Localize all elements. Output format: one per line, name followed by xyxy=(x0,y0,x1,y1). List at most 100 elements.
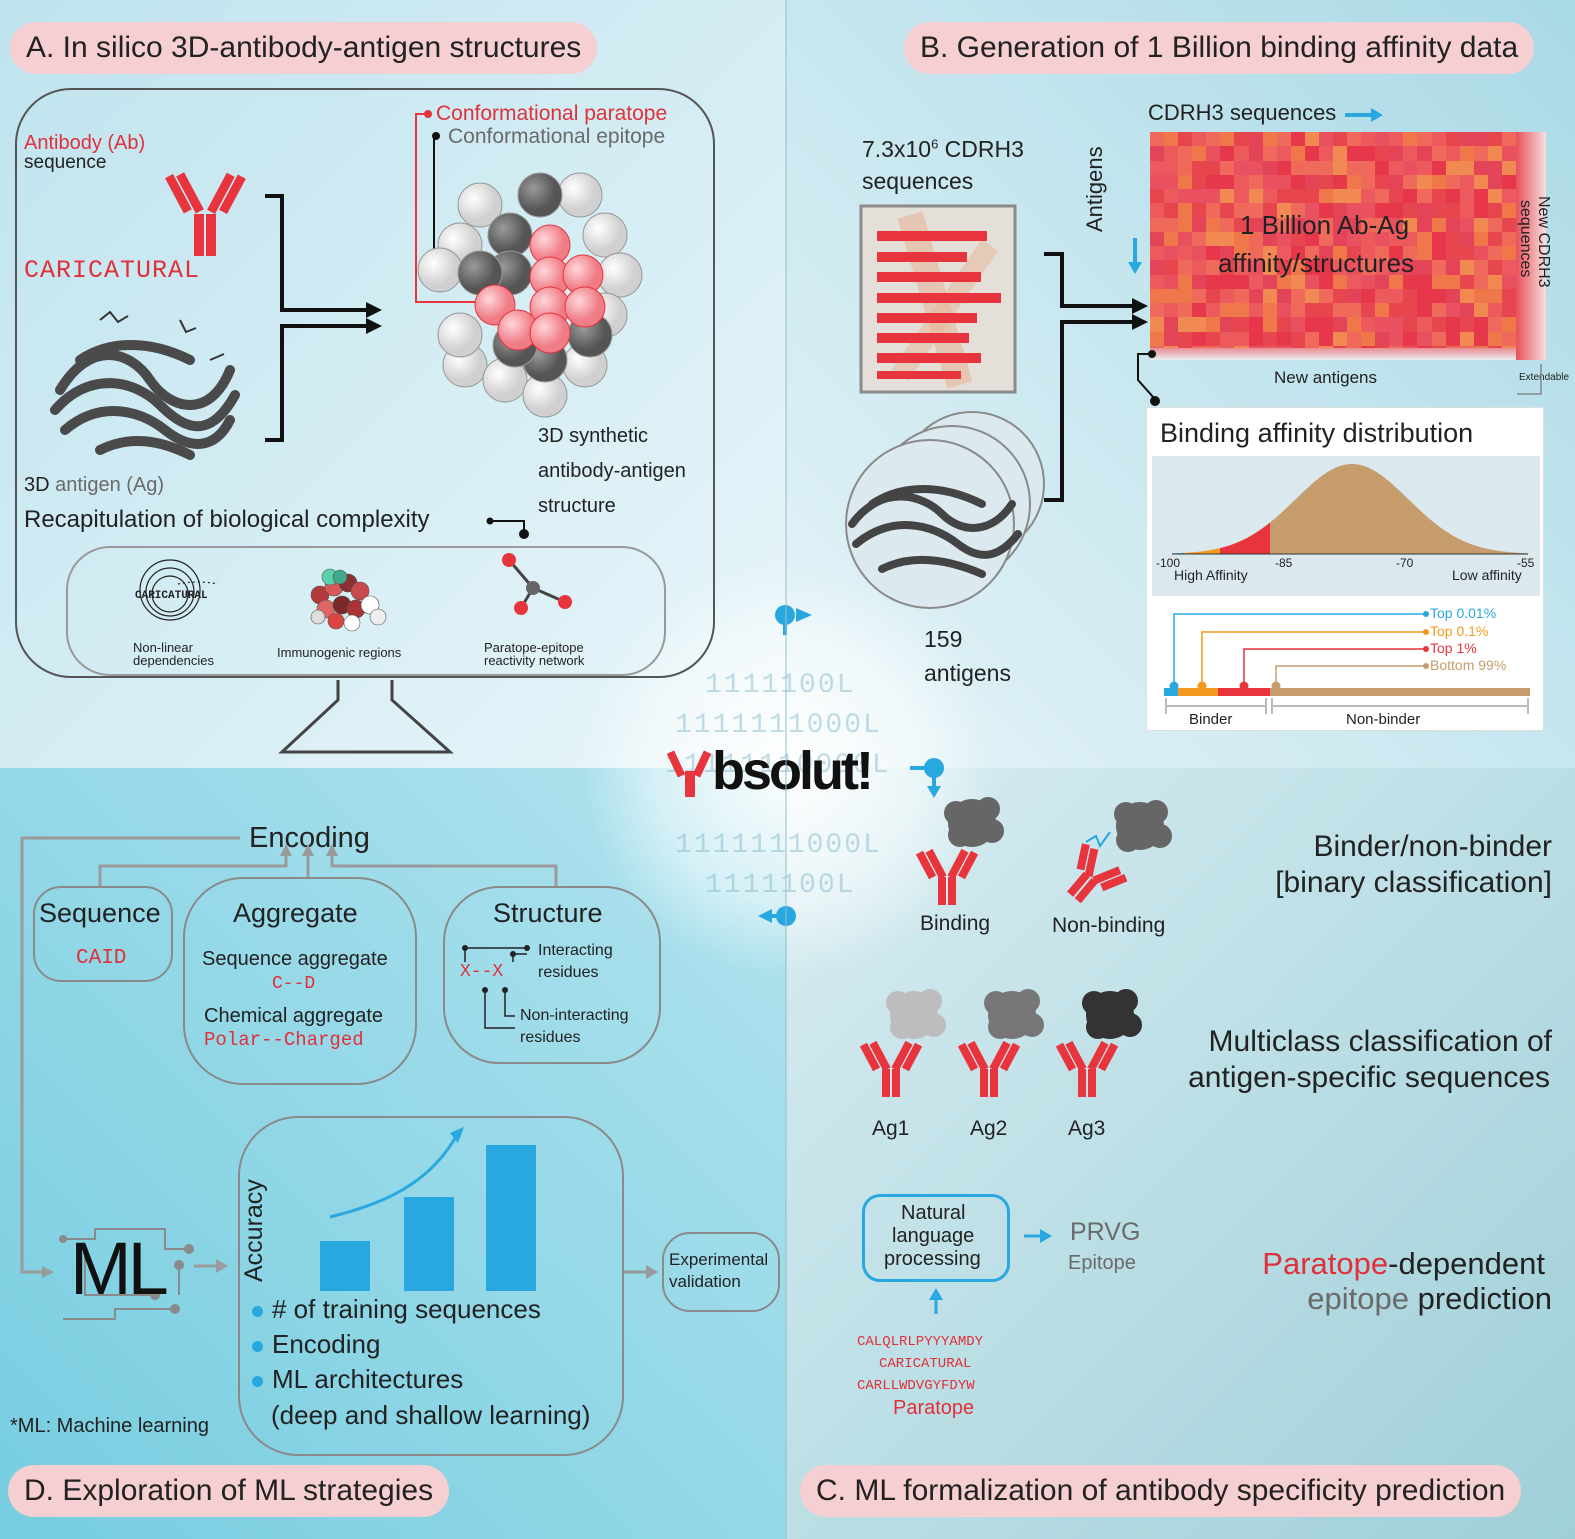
heatmap-cell xyxy=(1431,132,1447,147)
heatmap-cell xyxy=(1290,203,1306,218)
heatmap-cell xyxy=(1150,160,1165,176)
heatmap-cell xyxy=(1347,274,1362,290)
heatmap-cell xyxy=(1333,160,1348,176)
heatmap-cell xyxy=(1501,260,1516,275)
high-affinity-label: High Affinity xyxy=(1174,567,1248,583)
sequence-aggregate-label: Sequence aggregate xyxy=(202,948,388,970)
prvg-label: PRVG xyxy=(1070,1218,1141,1246)
heatmap-cell xyxy=(1473,146,1489,161)
heatmap-cell xyxy=(1164,303,1179,318)
heatmap-top-label: CDRH3 sequences xyxy=(1148,100,1337,125)
heatmap-cell xyxy=(1318,217,1334,233)
heatmap-cell xyxy=(1234,317,1250,332)
heatmap-cell xyxy=(1389,303,1404,318)
heatmap-cell xyxy=(1276,217,1292,233)
heatmap-cell xyxy=(1431,231,1447,247)
heatmap-cell xyxy=(1445,146,1461,161)
heatmap-cell xyxy=(1178,246,1193,261)
heatmap-cell xyxy=(1487,217,1503,233)
heatmap-cell xyxy=(1459,231,1475,247)
heatmap-cell xyxy=(1290,132,1306,147)
paratope-prediction-line2: epitope prediction xyxy=(1307,1281,1552,1317)
caricatural-sequence: CARICATURAL xyxy=(24,256,201,285)
heatmap-cell xyxy=(1290,160,1306,176)
heatmap-cell xyxy=(1318,132,1334,147)
heatmap-cell xyxy=(1361,231,1376,247)
heatmap-cell xyxy=(1262,189,1278,204)
heatmap-cell xyxy=(1487,132,1503,147)
heatmap-cell xyxy=(1445,217,1461,233)
binary-row: 1111100L xyxy=(705,870,856,901)
nlp-line2: language xyxy=(892,1225,975,1247)
ag3-icon xyxy=(1055,989,1142,1097)
heatmap-cell xyxy=(1178,217,1193,233)
heatmap-cell xyxy=(1220,231,1235,247)
heatmap-cell xyxy=(1459,174,1475,190)
heatmap-cell xyxy=(1403,303,1418,318)
binding-icon xyxy=(915,797,1004,905)
heatmap-cell xyxy=(1178,203,1193,218)
heatmap-cell xyxy=(1192,231,1207,247)
heatmap-cell xyxy=(1501,246,1516,261)
heatmap-cell xyxy=(1347,160,1362,176)
heatmap-cell xyxy=(1248,132,1264,147)
heatmap-cell xyxy=(1347,189,1362,204)
sequence-aggregate-example: C--D xyxy=(272,974,316,994)
heatmap-cell xyxy=(1178,317,1193,332)
heatmap-cell xyxy=(1333,331,1348,347)
heatmap-cell xyxy=(1403,288,1418,304)
sequence-list-icon xyxy=(859,204,1017,394)
antibody-label: Antibody (Ab) xyxy=(24,132,146,154)
epitope-label: Epitope xyxy=(1068,1252,1136,1274)
heatmap-cell xyxy=(1248,160,1264,176)
heatmap-cell xyxy=(1347,260,1362,275)
heatmap-cell xyxy=(1304,160,1320,176)
accuracy-bars xyxy=(320,1127,536,1291)
center-cycle-arrows xyxy=(758,605,944,926)
sphere-complex-icon xyxy=(417,172,643,418)
antibody-icon xyxy=(165,172,246,256)
conformational-paratope-label: Conformational paratope xyxy=(436,102,668,125)
heatmap-cell xyxy=(1318,317,1334,332)
heatmap-cell xyxy=(1192,160,1207,176)
ml-arrow xyxy=(194,1259,228,1273)
area-top-01 xyxy=(1184,548,1220,554)
heatmap-cell xyxy=(1262,203,1278,218)
heatmap-cell xyxy=(1290,189,1306,204)
heatmap-cell xyxy=(1431,331,1447,347)
heatmap-cell xyxy=(1473,174,1489,190)
multiclass-line2: antigen-specific sequences xyxy=(1188,1061,1550,1094)
structure-connectors xyxy=(462,945,530,1029)
heatmap-cell xyxy=(1501,331,1516,347)
heatmap-cell xyxy=(1403,217,1418,233)
bullet-3: ML architectures xyxy=(252,1364,463,1395)
heatmap-cell xyxy=(1192,260,1207,275)
bullet-1: # of training sequences xyxy=(252,1294,541,1325)
heatmap-left-arrow xyxy=(1128,238,1142,274)
structure-label-line3: structure xyxy=(538,495,616,517)
heatmap-cell xyxy=(1220,246,1235,261)
heatmap-cell xyxy=(1473,288,1489,304)
heatmap-cell xyxy=(1234,331,1250,347)
heatmap-cell xyxy=(1487,174,1503,190)
heatmap-cell xyxy=(1375,260,1390,275)
ag2-icon xyxy=(957,989,1044,1097)
accuracy-box xyxy=(238,1116,624,1456)
new-antigens-label: New antigens xyxy=(1274,368,1378,387)
vertical-divider xyxy=(785,0,787,1539)
ml-footnote: *ML: Machine learning xyxy=(10,1415,209,1437)
heatmap-cell xyxy=(1473,331,1489,347)
heatmap-cell xyxy=(1445,288,1461,304)
heatmap-cell xyxy=(1375,189,1390,204)
heatmap-cell xyxy=(1178,274,1193,290)
heatmap-cell xyxy=(1375,274,1390,290)
heatmap-cell xyxy=(1248,303,1264,318)
heatmap-cell xyxy=(1304,288,1320,304)
tier-label-1: Top 0.01% xyxy=(1430,605,1497,621)
heatmap-cell xyxy=(1150,274,1165,290)
heatmap-cell xyxy=(1389,317,1404,332)
noninteracting-line1: Non-interacting xyxy=(520,1007,629,1024)
heatmap-cell xyxy=(1347,146,1362,161)
heatmap-cell xyxy=(1276,317,1292,332)
heatmap-cell xyxy=(1248,260,1264,275)
